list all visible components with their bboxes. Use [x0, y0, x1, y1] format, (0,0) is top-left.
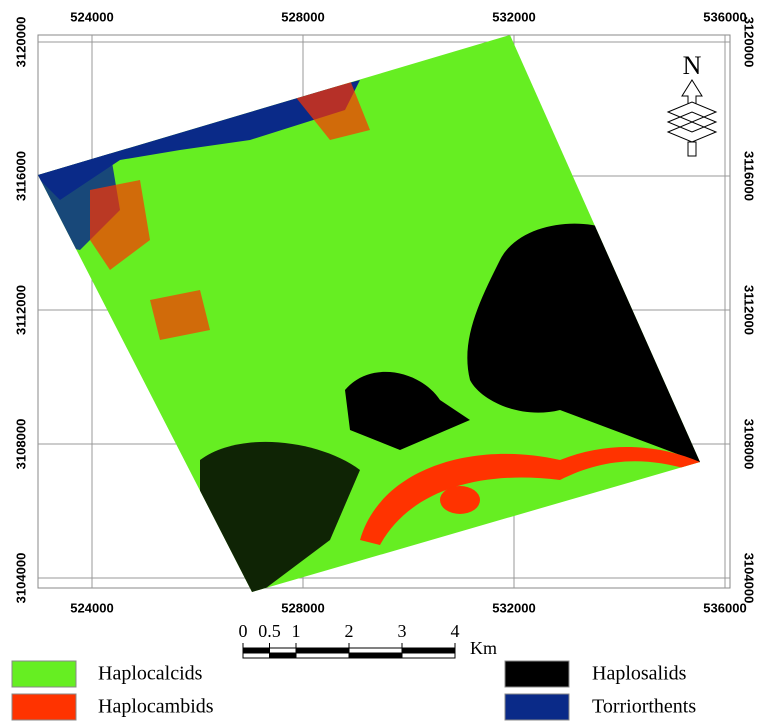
- map-figure: N 00.51234Km HaplocalcidsHaplocambidsHap…: [0, 0, 768, 722]
- y-tick-label: 3120000: [13, 17, 28, 68]
- scale-segment: [402, 653, 455, 658]
- scale-label: 4: [451, 621, 460, 641]
- scale-segment: [296, 653, 349, 658]
- scale-label: 2: [345, 621, 354, 641]
- y-tick-label: 3104000: [742, 553, 757, 604]
- scale-segment: [243, 648, 270, 653]
- x-tick-label: 528000: [281, 600, 324, 615]
- scale-segment: [270, 653, 297, 658]
- legend: Haplocalcids Haplocambids Haplosalids Torri…: [12, 661, 696, 720]
- legend-label: Haplocambids: [98, 696, 214, 718]
- y-tick-label: 3104000: [13, 553, 28, 604]
- x-tick-label: 524000: [70, 9, 113, 24]
- north-label: N: [683, 51, 702, 80]
- y-tick-label: 3112000: [13, 285, 28, 335]
- y-tick-label: 3112000: [742, 285, 757, 335]
- scale-segment: [270, 648, 297, 653]
- scale-segment: [349, 653, 402, 658]
- legend-label: Haplosalids: [592, 663, 687, 685]
- x-tick-label: 536000: [703, 9, 746, 24]
- scale-segment: [402, 648, 455, 653]
- y-tick-label: 3120000: [742, 17, 757, 68]
- legend-label: Haplocalcids: [98, 663, 203, 685]
- scale-unit: Km: [470, 638, 497, 658]
- legend-label: Torriorthents: [592, 696, 696, 718]
- legend-swatch: [12, 661, 76, 687]
- scale-label: 0: [239, 621, 248, 641]
- scale-segment: [296, 648, 349, 653]
- scale-label: 0.5: [258, 621, 281, 641]
- y-tick-label: 3116000: [13, 151, 28, 201]
- x-tick-label: 532000: [492, 9, 535, 24]
- x-tick-label: 536000: [703, 600, 746, 615]
- x-tick-label: 532000: [492, 600, 535, 615]
- x-tick-label: 524000: [70, 600, 113, 615]
- y-tick-label: 3116000: [742, 151, 757, 201]
- scale-label: 1: [292, 621, 301, 641]
- legend-swatch: [12, 694, 76, 720]
- scale-label: 3: [398, 621, 407, 641]
- y-tick-label: 3108000: [742, 419, 757, 470]
- haplocambids-area: [440, 486, 480, 514]
- scale-bar: 0 0.5 1 2 3 4 Km: [239, 621, 498, 658]
- y-tick-label: 3108000: [13, 419, 28, 470]
- x-tick-label: 528000: [281, 9, 324, 24]
- legend-swatch: [505, 661, 569, 687]
- scale-segment: [243, 653, 270, 658]
- legend-swatch: [505, 694, 569, 720]
- scale-segment: [349, 648, 402, 653]
